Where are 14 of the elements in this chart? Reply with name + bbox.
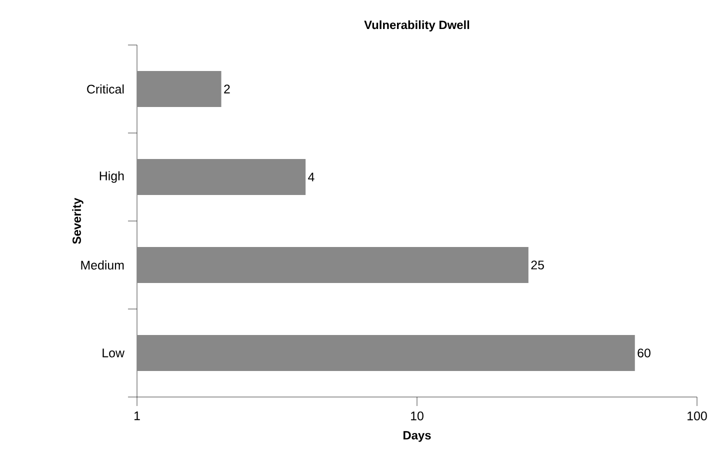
y-tick-label: Critical [87, 84, 124, 94]
x-tick-label: 1 [134, 412, 140, 420]
y-axis-title: Severity [72, 198, 84, 244]
x-tick-label: 100 [688, 412, 707, 420]
data-label: 2 [224, 84, 230, 94]
y-tick-label: Medium [81, 260, 124, 270]
data-label: 4 [308, 172, 314, 182]
data-label: 60 [638, 348, 650, 358]
data-label: 25 [531, 260, 544, 270]
y-tick-label: High [100, 171, 124, 183]
x-axis-title: Days [404, 431, 431, 442]
y-tick-label: Low [102, 348, 125, 358]
x-tick-label: 10 [411, 412, 424, 420]
chart-title: Vulnerability Dwell [364, 20, 470, 32]
